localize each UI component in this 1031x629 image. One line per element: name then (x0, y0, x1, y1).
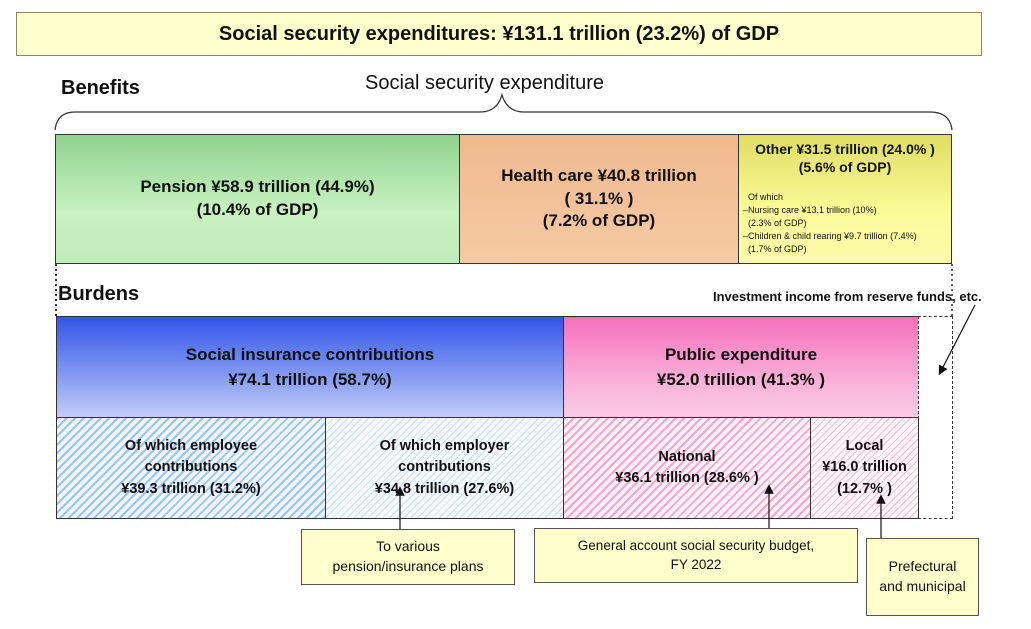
social-insurance-box: Social insurance contributions ¥74.1 tri… (56, 316, 564, 418)
title-banner: Social security expenditures: ¥131.1 tri… (16, 12, 982, 56)
employee-line1: Of which employee (124, 438, 258, 455)
employer-line2: contributions (398, 459, 491, 476)
benefits-label: Benefits (61, 77, 140, 99)
national-amount: ¥36.1 trillion (28.6% ) (615, 470, 759, 486)
investment-income-label: Investment income from reserve funds, et… (713, 289, 982, 304)
local-amount: ¥16.0 trillion (822, 459, 907, 476)
of-which-text: Of which (748, 192, 784, 202)
national-title: National (658, 448, 716, 465)
social-insurance-amount: ¥74.1 trillion (58.7%) (228, 370, 392, 389)
title-text: Social security expenditures: ¥131.1 tri… (218, 22, 780, 45)
investment-arrow (938, 304, 976, 376)
burdens-label: Burdens (58, 283, 140, 305)
callout-budget-line1: General account social security budget, (577, 537, 815, 553)
child-rearing-text: –Children & child rearing ¥9.7 trillion … (743, 231, 917, 242)
public-expenditure-amount: ¥52.0 trillion (41.3% ) (656, 370, 826, 389)
other-heading: Other ¥31.5 trillion (24.0% ) (5.6% of G… (739, 140, 951, 176)
employee-amount: ¥39.3 trillion (31.2%) (121, 480, 261, 497)
nursing-care-gdp: (2.3% of GDP) (748, 218, 807, 229)
other-amount: Other ¥31.5 trillion (24.0% ) (755, 141, 935, 157)
public-expenditure-title: Public expenditure (664, 344, 818, 364)
expenditure-brace (54, 92, 953, 131)
callout-pref-line1: Prefectural (888, 558, 957, 575)
health-care-share: ( 31.1% ) (564, 188, 634, 208)
callout-prefectural: Prefectural and municipal (866, 538, 979, 616)
employer-line1: Of which employer (379, 438, 510, 455)
other-breakdown: Of which –Nursing care ¥13.1 trillion (1… (743, 191, 917, 256)
local-title: Local (845, 438, 884, 455)
employer-contributions-box: Of which employer contributions ¥34.8 tr… (325, 417, 564, 519)
local-box: Local ¥16.0 trillion (12.7% ) (810, 417, 919, 519)
other-box: Other ¥31.5 trillion (24.0% ) (5.6% of G… (738, 134, 952, 264)
health-care-amount: Health care ¥40.8 trillion (501, 165, 697, 185)
expenditure-brace-label: Social security expenditure (365, 72, 605, 94)
pension-box: Pension ¥58.9 trillion (44.9%) (10.4% of… (55, 134, 460, 264)
employer-amount: ¥34.8 trillion (27.6%) (374, 480, 515, 497)
health-care-box: Health care ¥40.8 trillion ( 31.1% ) (7.… (459, 134, 739, 264)
child-rearing-gdp: (1.7% of GDP) (748, 244, 807, 255)
national-box: National ¥36.1 trillion (28.6% ) (563, 417, 811, 519)
social-insurance-title: Social insurance contributions (185, 344, 435, 364)
pension-gdp: (10.4% of GDP) (196, 200, 319, 219)
employee-line2: contributions (144, 459, 238, 476)
nursing-care-text: –Nursing care ¥13.1 trillion (10%) (743, 205, 877, 216)
callout-plans-line1: To various (376, 538, 440, 555)
pension-amount: Pension ¥58.9 trillion (44.9%) (140, 177, 375, 197)
callout-pension-plans: To various pension/insurance plans (301, 529, 515, 585)
callout-pref-line2: and municipal (879, 578, 966, 594)
local-share: (12.7% ) (837, 480, 892, 497)
other-gdp: (5.6% of GDP) (798, 159, 892, 176)
employee-contributions-box: Of which employee contributions ¥39.3 tr… (56, 417, 326, 519)
callout-plans-line2: pension/insurance plans (332, 558, 484, 574)
callout-budget-line2: FY 2022 (670, 556, 722, 572)
callout-budget: General account social security budget, … (534, 528, 858, 583)
health-care-gdp: (7.2% of GDP) (542, 211, 656, 231)
